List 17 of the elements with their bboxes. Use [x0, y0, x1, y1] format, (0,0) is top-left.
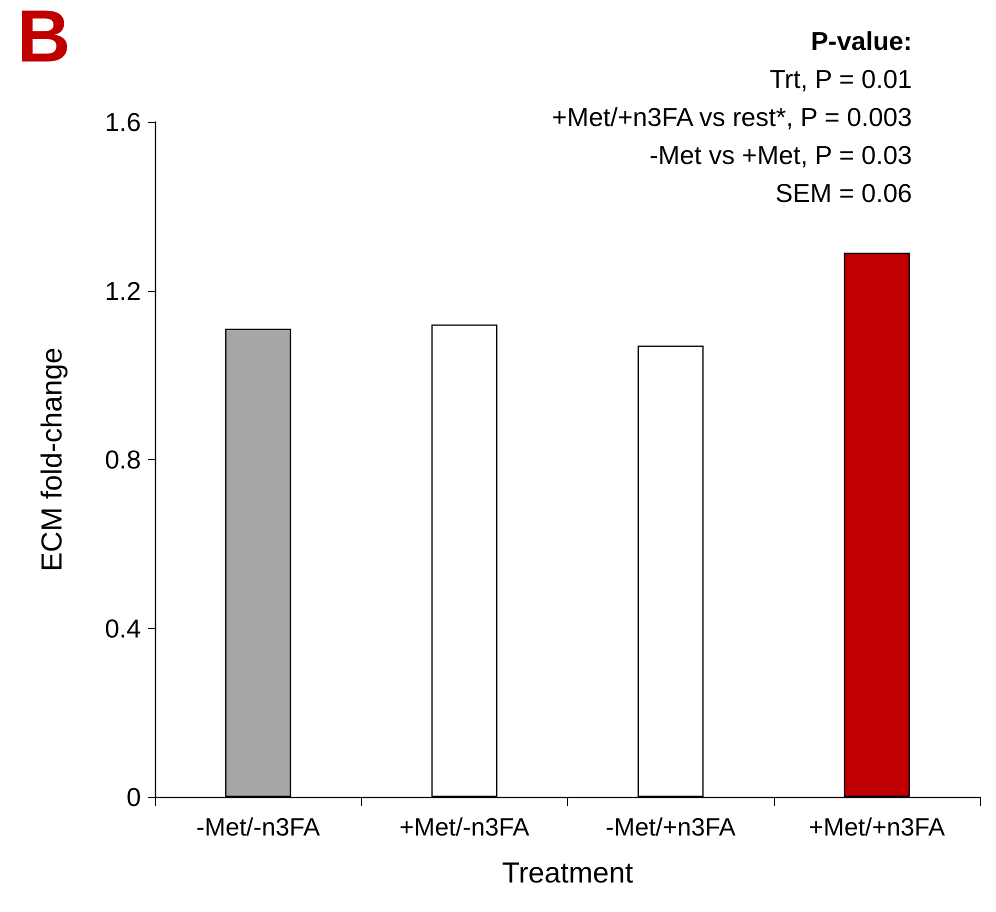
text: P-value:: [810, 26, 912, 56]
y-axis-title: ECM fold-change: [36, 347, 68, 572]
y-tick-label: 0.8: [104, 444, 141, 474]
y-tick-label: 0.4: [104, 613, 141, 644]
x-tick-label: -Met/+n3FA: [606, 814, 736, 842]
annotation: SEM = 0.06: [775, 178, 912, 208]
y-tick-label: 1.6: [104, 107, 141, 137]
y-tick-label: 0: [126, 782, 141, 812]
x-tick-label: +Met/-n3FA: [399, 814, 530, 842]
x-axis-title: Treatment: [502, 858, 634, 890]
x-tick-label: +Met/+n3FA: [808, 814, 946, 842]
text: Trt, P = 0.01: [770, 64, 912, 94]
chart-title: B: [17, 0, 70, 78]
y-tick-label: 1.2: [104, 276, 141, 306]
x-tick-label: -Met/-n3FA: [196, 814, 320, 842]
annotation: -Met vs +Met, P = 0.03: [649, 140, 912, 170]
annotation: +Met/+n3FA vs rest*, P = 0.003: [552, 102, 912, 132]
